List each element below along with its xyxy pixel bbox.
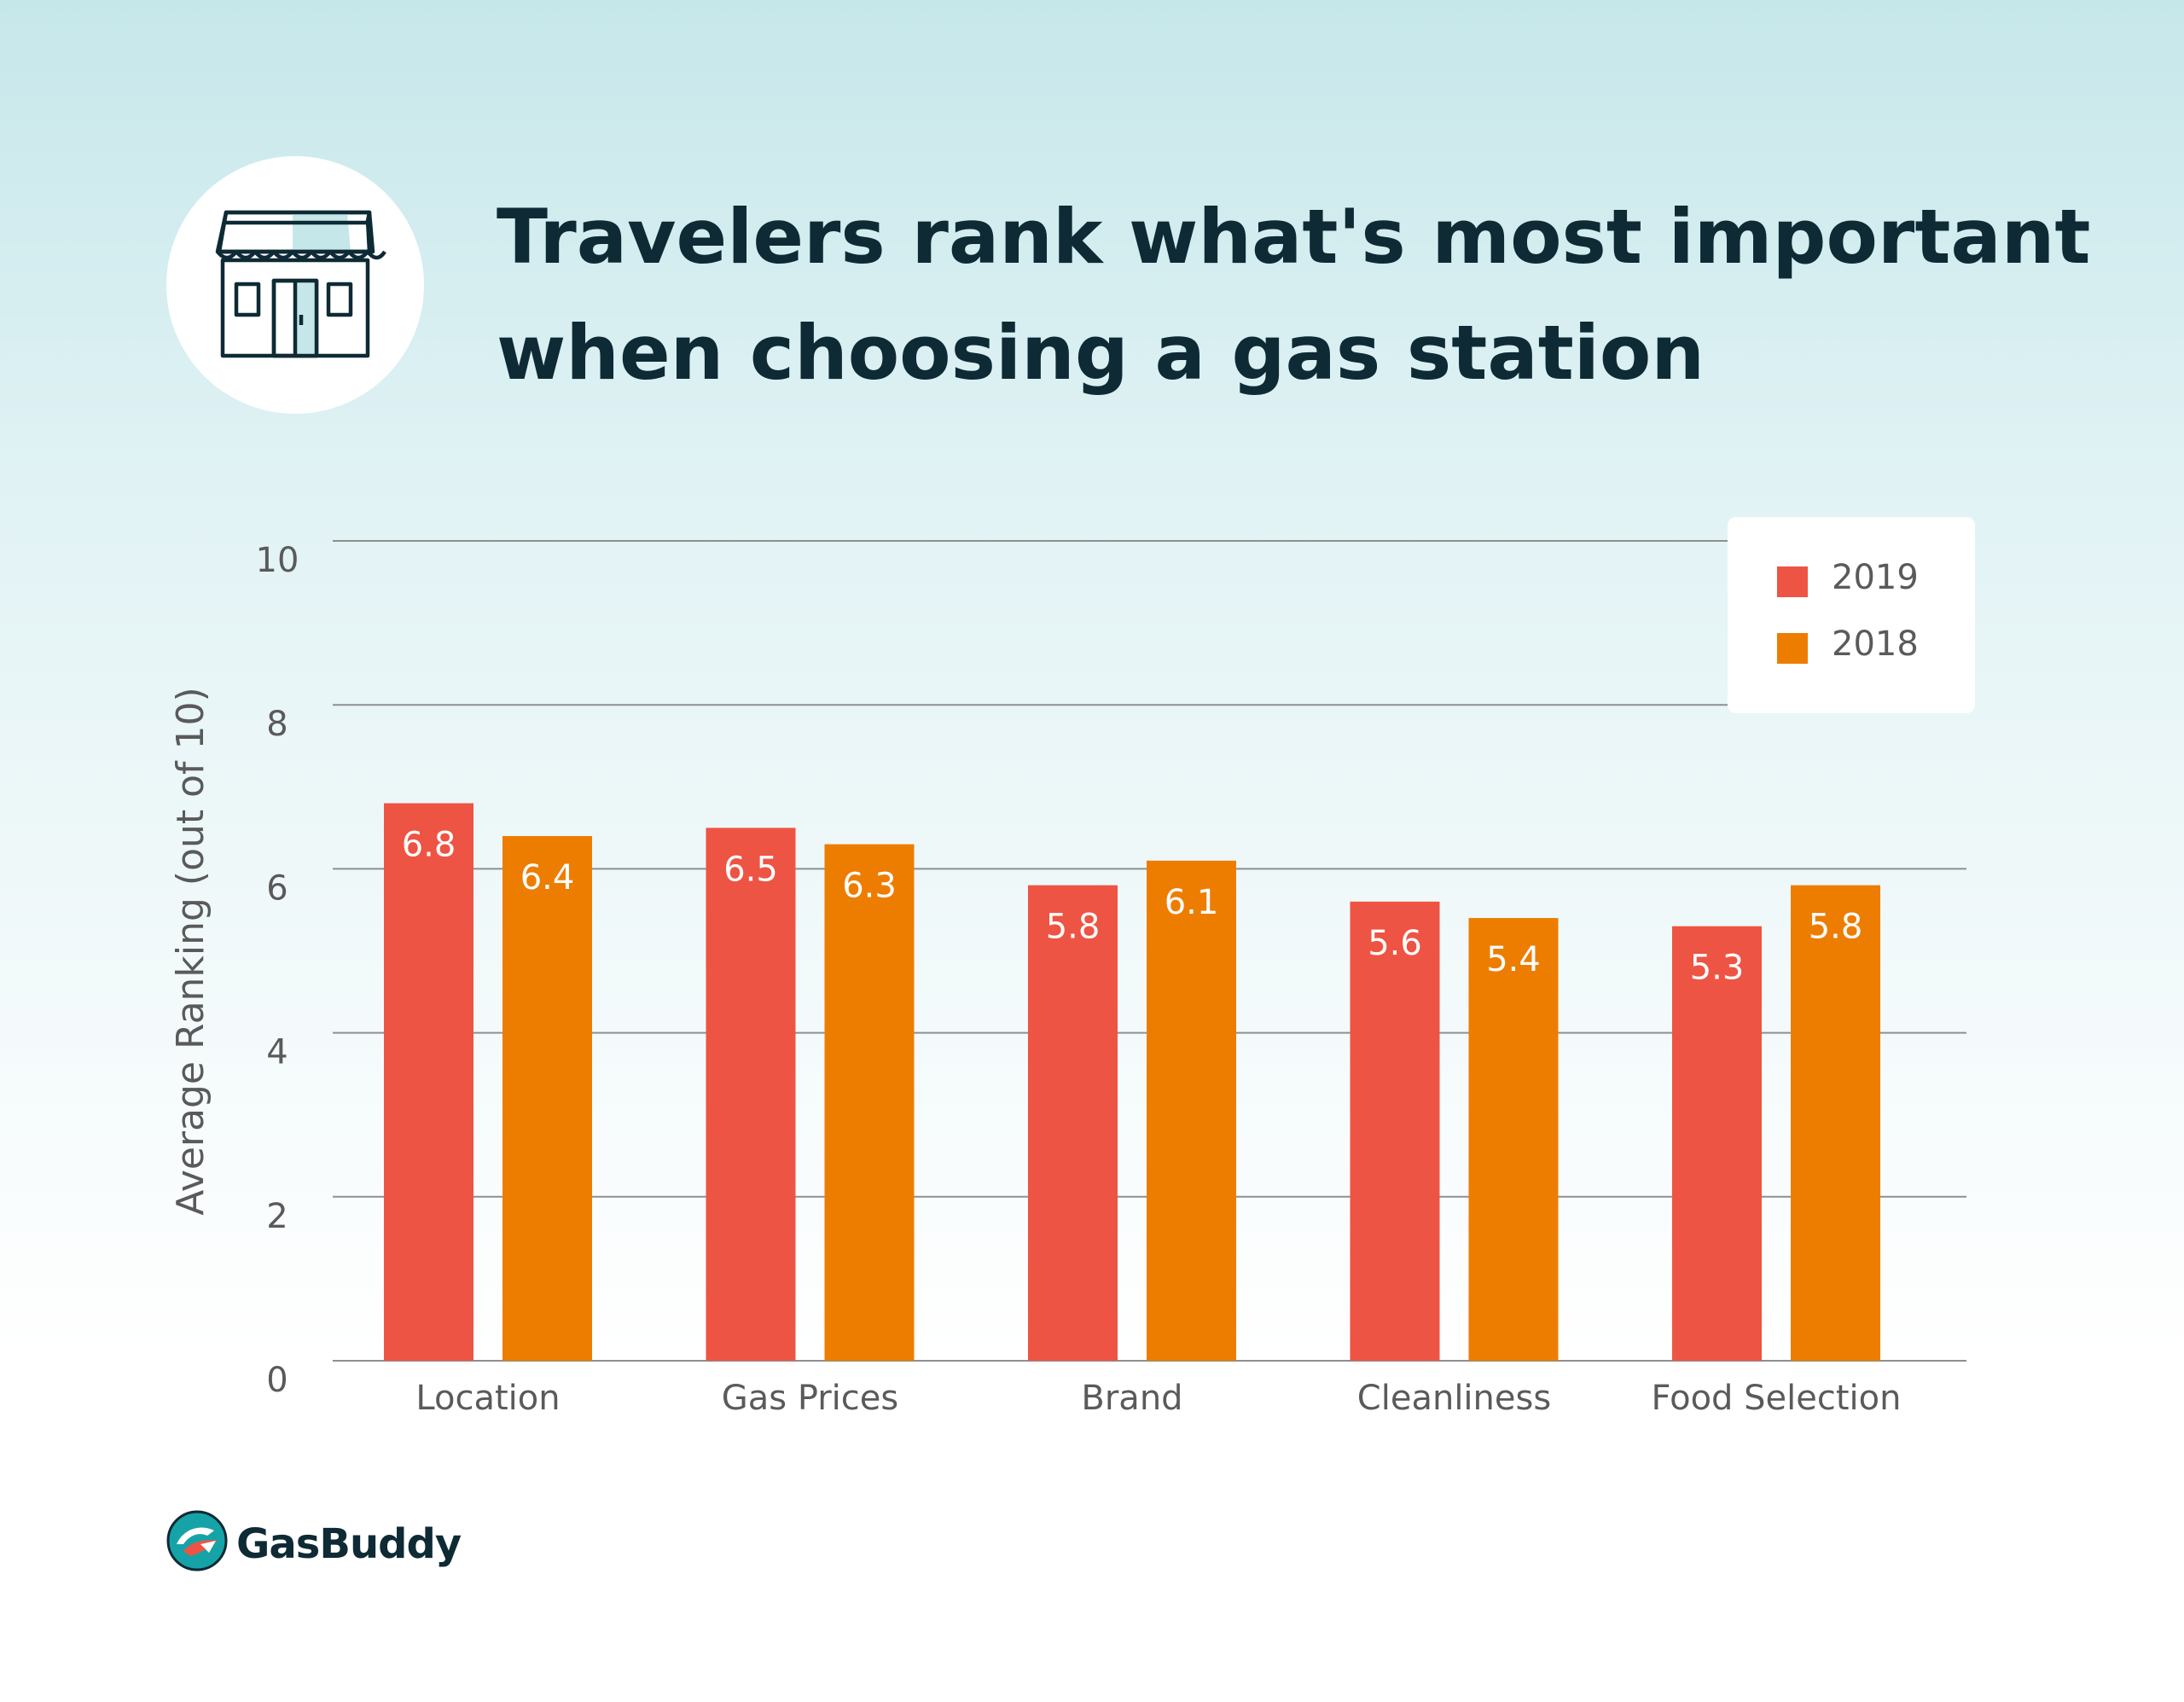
title-line-1: Travelers rank what's most important [497,193,2091,281]
bar-2018-brand [1147,860,1236,1361]
y-tick-label: 10 [256,541,299,580]
y-axis-label: Average Ranking (out of 10) [169,687,212,1215]
bar-2018-location [502,835,592,1361]
bar-value-label: 5.8 [1046,908,1101,947]
store-icon-badge [166,156,424,414]
logo-text: GasBuddy [236,1520,462,1568]
bar-2019-cleanliness [1350,901,1440,1361]
y-tick-label: 8 [266,705,288,744]
x-tick-label: Food Selection [1652,1379,1902,1418]
title-line-2: when choosing a gas station [497,309,1705,397]
x-tick-label: Location [415,1379,560,1418]
bar-2019-food-selection [1672,926,1762,1361]
y-tick-label: 0 [266,1361,288,1400]
bar-2019-location [384,803,473,1361]
legend-label-2018: 2018 [1832,624,1919,664]
y-tick-label: 4 [266,1033,288,1072]
bar-value-label: 6.5 [723,850,778,889]
chart-title: Travelers rank what's most important whe… [497,179,2117,411]
legend-label-2019: 2019 [1832,558,1919,597]
bar-2018-food-selection [1791,885,1880,1361]
bar-value-label: 5.6 [1368,924,1422,963]
legend-swatch-2018 [1777,633,1808,664]
bar-2019-brand [1028,885,1118,1361]
bar-value-label: 5.8 [1809,908,1863,947]
bar-2018-gas-prices [824,844,915,1361]
y-tick-label: 2 [266,1197,288,1236]
bar-value-label: 5.4 [1486,940,1541,979]
bar-value-label: 5.3 [1690,949,1745,988]
bar-value-label: 6.4 [520,858,575,897]
y-tick-label: 6 [266,868,288,908]
bar-2019-gas-prices [706,828,796,1361]
bar-value-label: 6.8 [402,826,456,865]
x-tick-label: Gas Prices [722,1379,898,1418]
gasbuddy-logo-icon [166,1510,228,1571]
bar-value-label: 6.1 [1165,883,1219,922]
x-tick-label: Cleanliness [1357,1379,1551,1418]
bar-2018-cleanliness [1468,918,1559,1361]
bar-value-label: 6.3 [842,867,897,906]
legend-swatch-2019 [1777,566,1808,597]
chart-legend: 2019 2018 [1728,517,1975,713]
x-tick-label: Brand [1081,1379,1182,1418]
storefront-icon [215,210,386,358]
